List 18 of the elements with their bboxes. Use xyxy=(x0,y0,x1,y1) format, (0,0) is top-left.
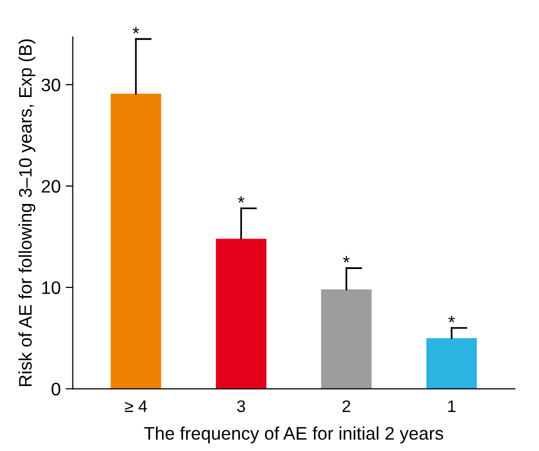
annotation: * xyxy=(343,256,350,262)
text: * xyxy=(132,27,140,34)
y-tick-label: 30 xyxy=(42,78,60,92)
bar xyxy=(426,338,477,389)
bar xyxy=(110,94,162,389)
bar xyxy=(216,238,266,389)
x-axis-title: The frequency of AE for initial 2 years xyxy=(144,426,444,444)
annotation: * xyxy=(448,316,455,322)
x-tick-label: 3 xyxy=(237,400,246,412)
y-tick-label: 0 xyxy=(52,382,60,396)
bar xyxy=(321,289,372,389)
x-tick-label: 1 xyxy=(448,400,456,412)
y-tick-label: 20 xyxy=(42,180,60,193)
annotation: * xyxy=(238,196,244,203)
y-tick-label: 10 xyxy=(42,281,60,294)
x-tick-label: ≥ 4 xyxy=(124,400,147,412)
x-tick-label: 2 xyxy=(342,400,350,412)
y-axis-title: Risk of AE for following 3–10 years, Exp (B) xyxy=(18,39,36,386)
